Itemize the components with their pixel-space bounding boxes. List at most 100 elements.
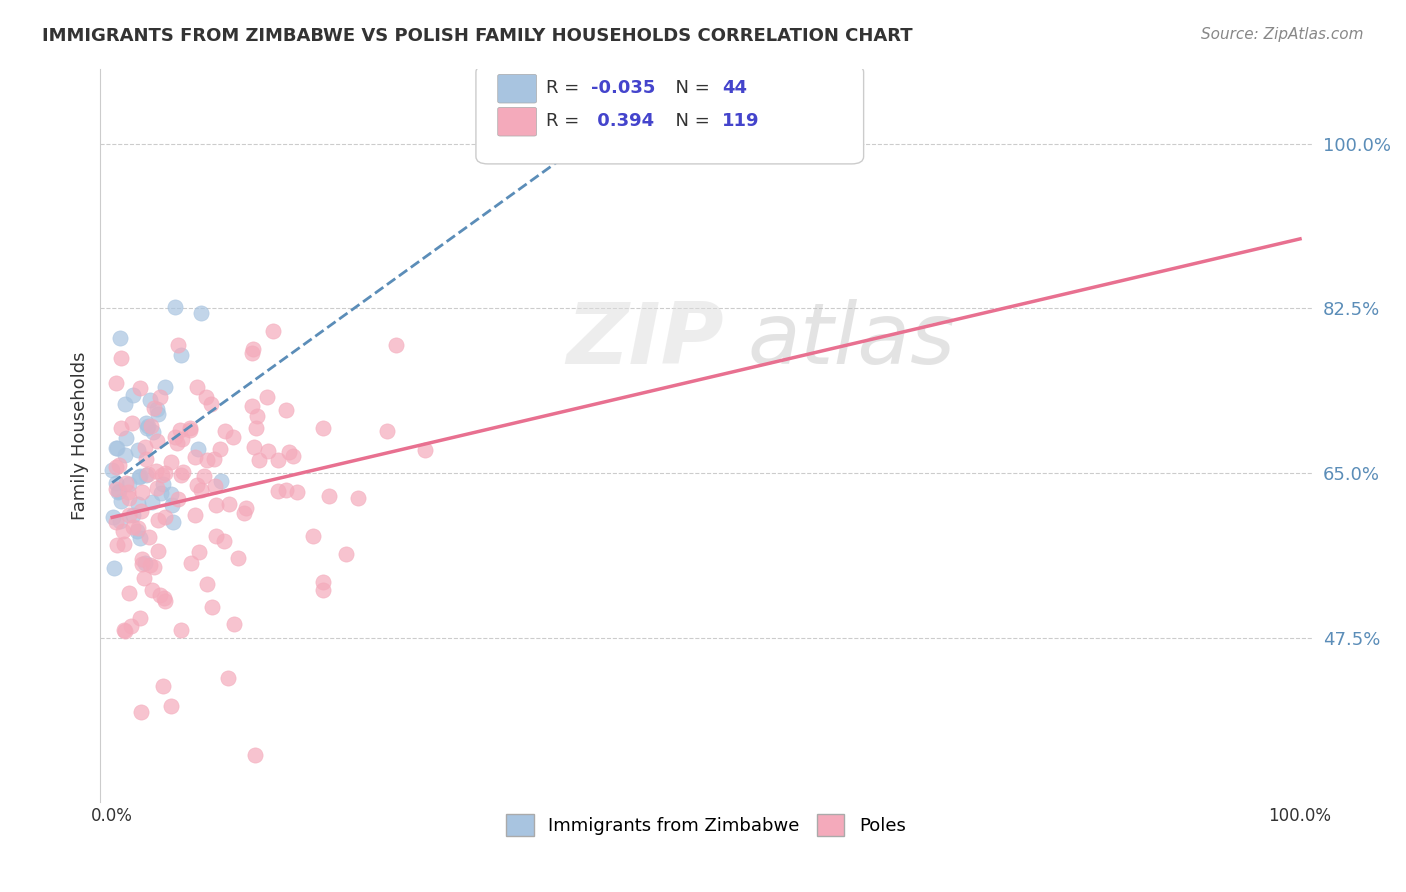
- Point: [162, 516, 184, 530]
- Point: [312, 574, 335, 589]
- Point: [195, 452, 218, 467]
- Point: [142, 560, 165, 574]
- Point: [142, 401, 165, 415]
- Point: [139, 558, 162, 572]
- Point: [114, 624, 136, 638]
- Point: [131, 484, 153, 499]
- Point: [118, 508, 141, 523]
- Point: [170, 467, 193, 482]
- Point: [131, 552, 153, 566]
- Point: [129, 611, 152, 625]
- Point: [136, 467, 159, 482]
- Point: [135, 467, 157, 482]
- Point: [195, 577, 218, 591]
- Point: [204, 479, 226, 493]
- FancyBboxPatch shape: [498, 74, 537, 103]
- Point: [104, 475, 127, 490]
- Point: [226, 550, 249, 565]
- Point: [267, 452, 290, 467]
- Point: [101, 463, 124, 477]
- Point: [121, 508, 143, 522]
- Point: [131, 558, 153, 572]
- Point: [153, 591, 176, 605]
- Point: [127, 521, 149, 535]
- Text: ZIP: ZIP: [567, 299, 724, 382]
- Point: [135, 416, 157, 430]
- Point: [117, 485, 139, 500]
- Point: [222, 616, 245, 631]
- Point: [243, 748, 266, 763]
- Point: [246, 409, 269, 424]
- Point: [125, 524, 148, 538]
- Text: N =: N =: [664, 78, 716, 96]
- Point: [129, 531, 152, 545]
- Point: [170, 432, 193, 446]
- Point: [159, 486, 181, 500]
- Point: [118, 477, 141, 491]
- Point: [194, 390, 217, 404]
- Point: [218, 497, 240, 511]
- Point: [278, 445, 301, 459]
- Point: [212, 533, 235, 548]
- Point: [108, 483, 131, 498]
- Point: [108, 458, 131, 472]
- Point: [184, 508, 207, 522]
- Point: [159, 455, 181, 469]
- Point: [413, 442, 436, 457]
- Point: [114, 448, 136, 462]
- FancyBboxPatch shape: [475, 65, 863, 164]
- Point: [180, 556, 202, 570]
- Point: [153, 593, 176, 607]
- Text: R =: R =: [546, 112, 585, 129]
- Point: [153, 380, 176, 394]
- Point: [186, 442, 208, 457]
- Point: [129, 504, 152, 518]
- Point: [166, 435, 188, 450]
- Point: [201, 600, 224, 615]
- Point: [243, 440, 266, 454]
- Point: [149, 390, 172, 404]
- Point: [122, 387, 145, 401]
- Point: [274, 403, 297, 417]
- Point: [138, 393, 160, 408]
- Text: -0.035: -0.035: [591, 78, 655, 96]
- Point: [257, 444, 280, 458]
- Legend: Immigrants from Zimbabwe, Poles: Immigrants from Zimbabwe, Poles: [498, 805, 915, 845]
- Point: [318, 489, 340, 503]
- Point: [115, 431, 138, 445]
- Point: [262, 324, 284, 338]
- Point: [105, 441, 128, 455]
- Point: [233, 507, 256, 521]
- Point: [240, 399, 263, 413]
- Point: [256, 390, 278, 404]
- Point: [217, 671, 239, 685]
- Point: [145, 464, 167, 478]
- Point: [163, 430, 186, 444]
- Point: [193, 468, 215, 483]
- Point: [346, 491, 368, 506]
- Point: [312, 582, 335, 597]
- Point: [114, 476, 136, 491]
- Point: [335, 547, 357, 561]
- Point: [186, 478, 208, 492]
- Point: [134, 440, 156, 454]
- Point: [375, 424, 398, 438]
- Point: [242, 346, 264, 360]
- Point: [242, 343, 264, 357]
- Point: [120, 619, 142, 633]
- Point: [205, 528, 228, 542]
- Point: [118, 586, 141, 600]
- Point: [179, 423, 201, 437]
- Text: atlas: atlas: [748, 299, 956, 382]
- Point: [104, 459, 127, 474]
- Point: [200, 397, 222, 411]
- Point: [202, 452, 225, 467]
- Text: 0.394: 0.394: [591, 112, 654, 129]
- Point: [170, 348, 193, 362]
- Text: R =: R =: [546, 78, 585, 96]
- Point: [165, 301, 187, 315]
- Point: [148, 513, 170, 527]
- Point: [172, 465, 194, 479]
- Text: N =: N =: [664, 112, 716, 129]
- Point: [214, 424, 236, 438]
